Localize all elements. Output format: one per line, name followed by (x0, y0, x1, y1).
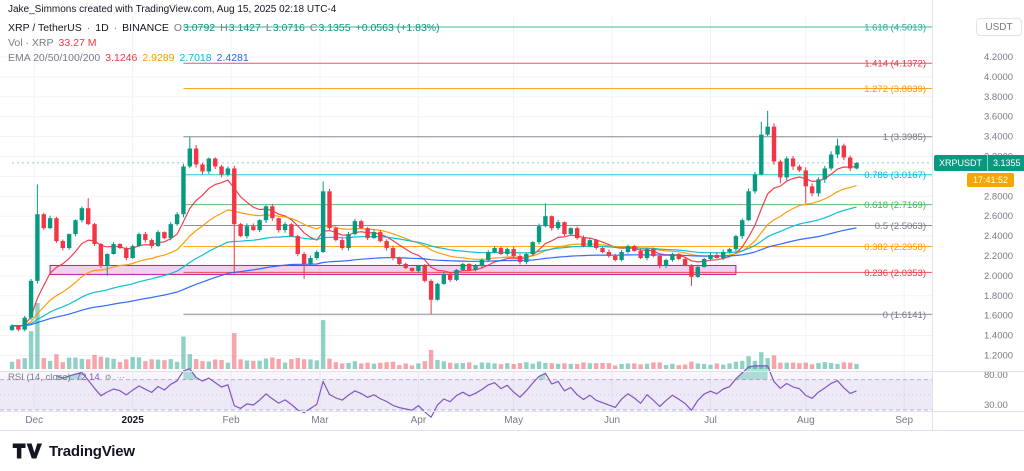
interval-label[interactable]: 1D (95, 22, 109, 34)
svg-text:2.0000: 2.0000 (984, 271, 1013, 282)
svg-text:1.8000: 1.8000 (984, 291, 1013, 302)
svg-text:2.2000: 2.2000 (984, 251, 1013, 262)
tradingview-logo[interactable]: TradingView (12, 442, 135, 460)
high-label: H (220, 22, 228, 34)
svg-text:Dec: Dec (25, 415, 43, 426)
ohlc-high: H 3.1427 (220, 22, 261, 34)
support-zone (49, 264, 737, 275)
ohlc-close: C 3.1355 (310, 22, 351, 34)
svg-text:Feb: Feb (222, 415, 240, 426)
svg-text:3.4000: 3.4000 (984, 132, 1013, 143)
low-value: 3.0716 (272, 22, 305, 34)
legend-separator: · (86, 22, 91, 34)
close-label: C (309, 22, 318, 34)
svg-text:0 (1.6141): 0 (1.6141) (883, 310, 926, 321)
ema100-value: 2.7018 (179, 52, 212, 64)
legend-separator: · (113, 22, 118, 34)
svg-text:80.00: 80.00 (984, 370, 1008, 381)
close-value: 3.1355 (318, 22, 351, 34)
grid-lines (0, 16, 932, 410)
candles (9, 110, 859, 332)
svg-text:2.6000: 2.6000 (984, 211, 1013, 222)
attribution-text: Jake_Simmons created with TradingView.co… (8, 4, 337, 15)
rsi-label: RSI (14, close) (8, 372, 71, 383)
high-value: 3.1427 (228, 22, 261, 34)
fib-retracement: 1.618 (4.5013) 1.414 (4.1372) 1.272 (3.883… (12, 23, 932, 321)
ema50-value: 2.9289 (142, 52, 175, 64)
rsi-legend: RSI (14, close) 72.14 ⚙ ⋯ (8, 373, 125, 383)
rsi-more-icon[interactable]: ⋯ (116, 373, 125, 382)
tradingview-logo-icon (12, 443, 42, 459)
svg-text:2025: 2025 (122, 415, 145, 426)
volume-legend-row: Vol · XRP 33.27 M (8, 37, 440, 49)
svg-text:May: May (504, 415, 523, 426)
svg-text:1 (3.3985): 1 (3.3985) (883, 132, 926, 143)
currency-toggle[interactable]: USDT (976, 18, 1022, 36)
svg-text:1.414 (4.1372): 1.414 (4.1372) (864, 59, 926, 70)
ohlc-low: L 3.0716 (266, 22, 305, 34)
svg-text:0.236 (2.0353): 0.236 (2.0353) (864, 268, 926, 279)
svg-text:0.382 (2.2958): 0.382 (2.2958) (864, 242, 926, 253)
volume-label[interactable]: Vol · XRP (8, 37, 54, 49)
axis-labels: 4.20004.00003.80003.60003.40003.20003.00… (25, 52, 1013, 426)
svg-text:0.5 (2.5063): 0.5 (2.5063) (875, 221, 926, 232)
svg-text:0.786 (3.0167): 0.786 (3.0167) (864, 170, 926, 181)
svg-text:2.4000: 2.4000 (984, 231, 1013, 242)
svg-text:3.6000: 3.6000 (984, 112, 1013, 123)
svg-text:2.8000: 2.8000 (984, 191, 1013, 202)
ema20-value: 3.1246 (105, 52, 138, 64)
low-label: L (265, 22, 272, 34)
symbol-name[interactable]: XRP / TetherUS (8, 22, 82, 34)
ema200-value: 2.4281 (216, 52, 249, 64)
svg-text:Jul: Jul (704, 415, 717, 426)
badge-price-value: 3.1355 (993, 158, 1021, 168)
open-value: 3.0792 (183, 22, 216, 34)
ema-label[interactable]: EMA 20/50/100/200 (8, 52, 101, 64)
svg-text:30.00: 30.00 (984, 400, 1008, 411)
svg-text:Apr: Apr (411, 415, 427, 426)
svg-text:Sep: Sep (895, 415, 913, 426)
rsi-settings-icon[interactable]: ⚙ (104, 373, 112, 382)
svg-text:4.0000: 4.0000 (984, 72, 1013, 83)
svg-text:4.2000: 4.2000 (984, 52, 1013, 63)
ohlc-open: O 3.0792 (174, 22, 215, 34)
volume-bars (9, 303, 859, 369)
svg-text:Jun: Jun (604, 415, 620, 426)
exchange-label[interactable]: BINANCE (122, 22, 169, 34)
tradingview-logo-text: TradingView (49, 442, 135, 460)
svg-text:1.4000: 1.4000 (984, 331, 1013, 342)
rsi-value: 72.14 (75, 372, 100, 383)
bottom-toolbar: TradingView (0, 431, 1024, 471)
svg-text:Aug: Aug (797, 415, 815, 426)
svg-text:1.2000: 1.2000 (984, 351, 1013, 362)
svg-text:1.6000: 1.6000 (984, 311, 1013, 322)
svg-text:Mar: Mar (311, 415, 329, 426)
change-value: +0.0563 (+1.83%) (355, 22, 440, 34)
svg-text:1.272 (3.8839): 1.272 (3.8839) (864, 84, 926, 95)
svg-text:1.618 (4.5013): 1.618 (4.5013) (864, 23, 926, 34)
svg-text:0.618 (2.7169): 0.618 (2.7169) (864, 200, 926, 211)
badge-divider (987, 155, 989, 171)
badge-symbol-label: XRPUSDT (939, 158, 983, 168)
rsi-pane (0, 365, 932, 418)
ema-legend-row: EMA 20/50/100/200 3.1246 2.9289 2.7018 2… (8, 52, 440, 64)
pane-borders (0, 0, 1024, 431)
open-label: O (173, 22, 183, 34)
last-price-badge[interactable]: XRPUSDT 3.1355 (934, 155, 1024, 171)
volume-value: 33.27 M (58, 37, 97, 49)
countdown-badge: 17:41:52 (967, 173, 1015, 187)
svg-text:3.8000: 3.8000 (984, 92, 1013, 103)
